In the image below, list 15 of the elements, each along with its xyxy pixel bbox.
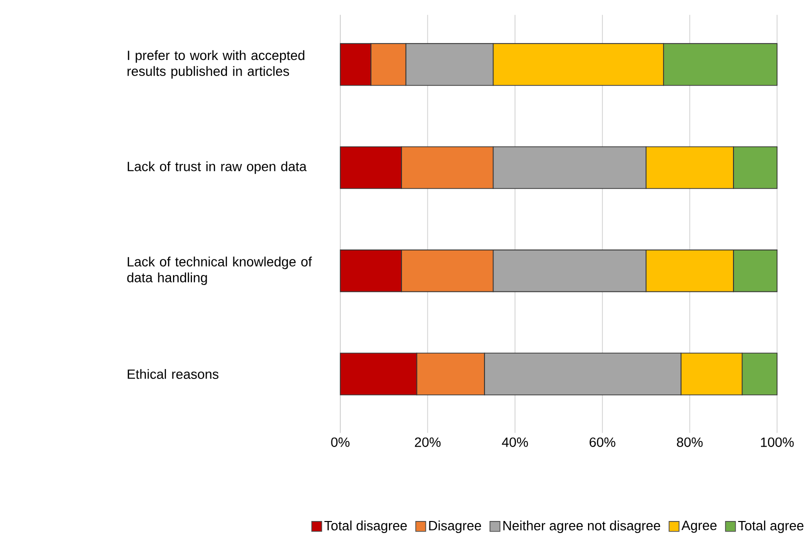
legend-label: Disagree	[429, 520, 482, 533]
x-tick-label: 0%	[331, 437, 350, 447]
x-tick-label: 20%	[414, 437, 441, 447]
legend-label: Total agree	[738, 520, 804, 533]
y-tick-label: Ethical reasons	[128, 368, 218, 379]
x-tick-label: 40%	[502, 437, 528, 447]
x-tick-label: 60%	[590, 437, 616, 447]
legend-label: Neither agree not disagree	[503, 520, 660, 533]
x-tick-label: 100%	[761, 437, 794, 447]
legend-label: Agree	[681, 520, 717, 533]
y-tick-label: Lack of trust in raw open data	[128, 161, 307, 174]
y-tick-label: I prefer to work with accepted results published in articles	[128, 50, 304, 78]
y-tick-label: Lack of technical knowledge of data handling	[127, 256, 312, 285]
legend-label: Total disagree	[324, 520, 407, 533]
x-tick-label: 80%	[676, 437, 703, 447]
